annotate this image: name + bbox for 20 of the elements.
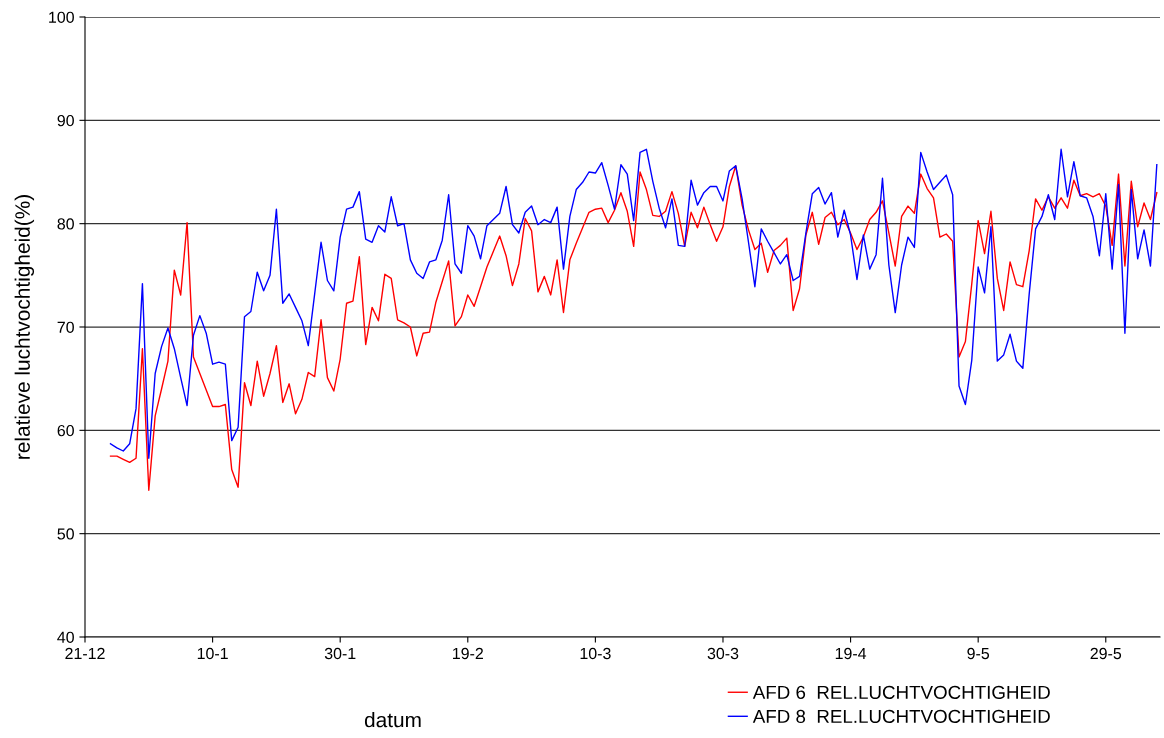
- y-tick-label: 70: [57, 321, 74, 333]
- x-axis-title: datum: [364, 712, 421, 728]
- y-tick-label: 90: [57, 114, 74, 127]
- x-tick-label: 19-2: [453, 647, 483, 660]
- x-tick-label: 10-1: [197, 647, 228, 660]
- x-tick-label: 30-3: [707, 647, 739, 660]
- x-tick-label: 19-4: [835, 647, 867, 660]
- x-tick-label: 29-5: [1090, 647, 1122, 660]
- y-tick-label: 80: [57, 218, 74, 230]
- y-tick-label: 40: [57, 631, 74, 643]
- y-tick-label: 60: [57, 424, 74, 437]
- y-axis-title: relatieve luchtvochtigheid(%): [14, 195, 35, 459]
- x-tick-label: 10-3: [580, 647, 611, 660]
- y-tick-label: 100: [49, 11, 74, 23]
- y-tick-label: 50: [57, 528, 74, 540]
- x-tick-label: 21-12: [65, 647, 105, 659]
- x-tick-label: 30-1: [324, 647, 356, 660]
- legend-label: AFD 6 REL.LUCHTVOCHTIGHEID: [752, 685, 1050, 699]
- legend-label: AFD 8 REL.LUCHTVOCHTIGHEID: [752, 709, 1050, 724]
- x-tick-label: 9-5: [967, 647, 990, 660]
